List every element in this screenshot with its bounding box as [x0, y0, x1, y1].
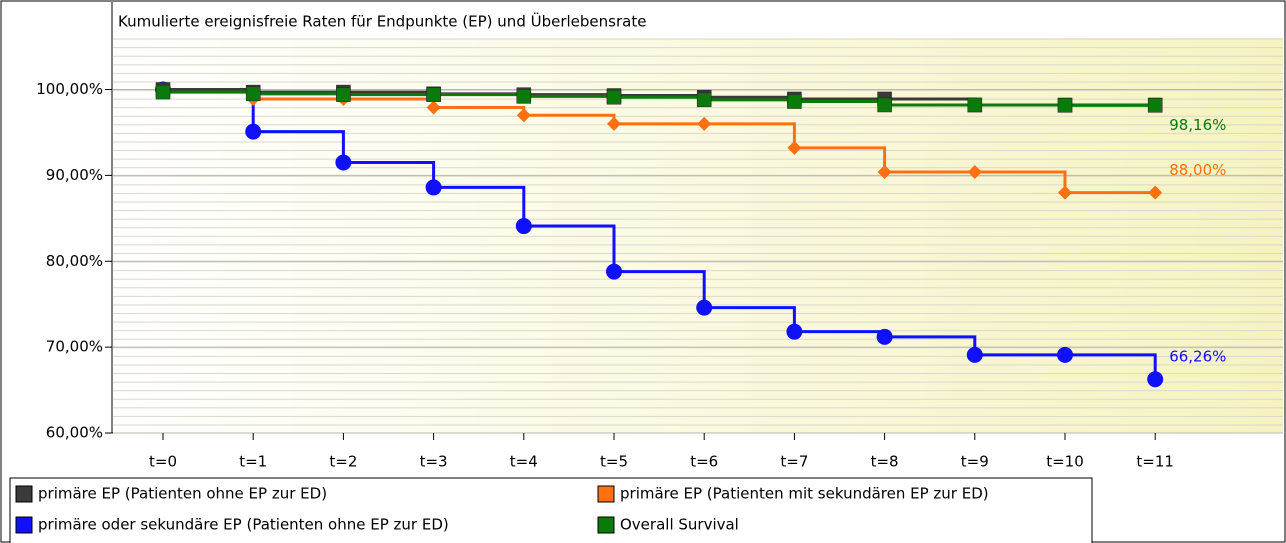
- y-tick-label: 100,00%: [36, 80, 103, 98]
- marker: [697, 116, 712, 131]
- value-label: 88,00%: [1169, 161, 1226, 179]
- x-tick-label: t=10: [1046, 453, 1084, 471]
- x-tick-label: t=2: [329, 453, 357, 471]
- value-label: 98,16%: [1169, 116, 1226, 134]
- legend-swatch: [597, 516, 615, 534]
- marker: [1057, 346, 1073, 363]
- x-tick-label: t=5: [600, 453, 628, 471]
- x-tick-label: t=7: [780, 453, 808, 471]
- marker: [967, 164, 982, 179]
- marker: [966, 346, 983, 363]
- marker: [516, 108, 531, 123]
- y-tick-label: 90,00%: [46, 166, 103, 184]
- marker: [245, 123, 262, 140]
- marker: [425, 179, 442, 196]
- legend-label: primäre oder sekundäre EP (Patienten ohn…: [38, 516, 449, 534]
- y-tick-label: 70,00%: [46, 338, 103, 356]
- marker: [696, 299, 713, 316]
- legend-swatch: [15, 485, 33, 503]
- marker: [1058, 185, 1072, 200]
- y-tick-label: 60,00%: [46, 424, 103, 442]
- legend-label: primäre EP (Patienten mit sekundären EP …: [620, 485, 989, 503]
- marker: [335, 154, 352, 171]
- step-line: [163, 88, 1157, 380]
- marker: [877, 164, 892, 179]
- marker: [607, 116, 621, 131]
- x-tick-label: t=11: [1136, 453, 1174, 471]
- legend-label: Overall Survival: [620, 516, 739, 534]
- x-tick-label: t=0: [149, 453, 177, 471]
- marker: [1147, 98, 1163, 113]
- marker: [967, 97, 983, 113]
- marker: [516, 89, 532, 104]
- x-tick-label: t=4: [510, 453, 538, 471]
- marker: [787, 94, 802, 109]
- legend-label: primäre EP (Patienten ohne EP zur ED): [38, 485, 327, 503]
- marker: [606, 263, 622, 280]
- plot: 60,00% 70,00% 80,00% 90,00% 100,00% t=0 t=1 t=2…: [36, 80, 1283, 471]
- marker: [515, 218, 532, 235]
- marker: [245, 86, 261, 102]
- legend-swatch: [15, 516, 33, 534]
- x-tick-label: t=1: [239, 453, 267, 471]
- x-tick-label: t=8: [871, 453, 899, 471]
- x-tick-label: t=3: [420, 453, 448, 471]
- legend-swatch: [597, 485, 615, 503]
- marker: [787, 140, 802, 155]
- legend: [9, 477, 1093, 543]
- value-label: 66,26%: [1169, 348, 1226, 366]
- marker: [606, 90, 622, 105]
- marker: [1147, 371, 1164, 388]
- marker: [426, 87, 441, 102]
- marker: [426, 100, 441, 115]
- x-tick-label: t=9: [961, 453, 989, 471]
- marker: [696, 92, 712, 108]
- marker: [1057, 98, 1073, 113]
- x-tick-label: t=6: [690, 453, 718, 471]
- marker: [877, 97, 892, 113]
- y-tick-label: 80,00%: [46, 252, 103, 270]
- chart-title: Kumulierte ereignisfreie Raten für Endpu…: [118, 12, 646, 31]
- marker: [155, 84, 171, 100]
- marker: [786, 323, 803, 340]
- marker: [876, 328, 893, 345]
- marker: [1148, 185, 1163, 200]
- marker: [336, 87, 351, 102]
